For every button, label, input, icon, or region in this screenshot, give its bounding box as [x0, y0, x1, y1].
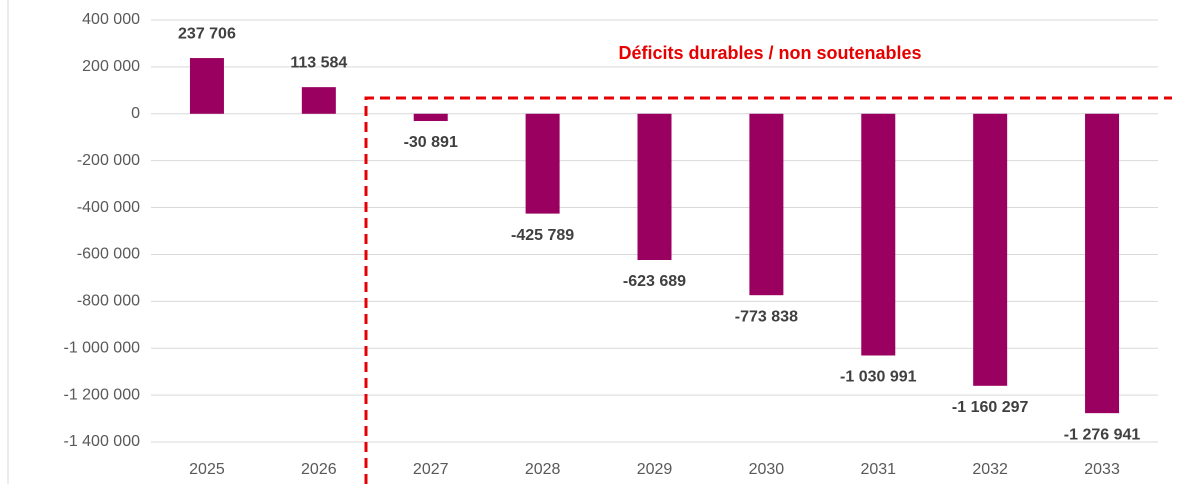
bar	[861, 113, 896, 356]
value-label: 237 706	[178, 25, 236, 42]
y-tick-label: -1 200 000	[63, 386, 140, 403]
y-tick-label: -400 000	[77, 199, 140, 216]
y-tick-label: 400 000	[82, 11, 140, 28]
bar	[189, 58, 224, 114]
value-label: -30 891	[404, 134, 458, 151]
y-tick-label: -1 000 000	[63, 339, 140, 356]
bar	[301, 87, 336, 114]
x-tick-label: 2030	[749, 461, 785, 478]
annotation: Déficits durables / non soutenables	[618, 43, 921, 63]
value-label: 113 584	[290, 54, 347, 71]
y-tick-label: 0	[131, 105, 140, 122]
y-tick-label: 200 000	[82, 58, 140, 75]
y-tick-label: -1 400 000	[63, 433, 140, 450]
value-label: -425 789	[511, 227, 574, 244]
value-label: -773 838	[735, 308, 798, 325]
deficit-frame	[364, 96, 1172, 484]
x-tick-label: 2029	[637, 461, 673, 478]
bar	[637, 113, 672, 260]
bar	[749, 113, 784, 296]
y-tick-label: -200 000	[77, 152, 140, 169]
bar	[413, 113, 448, 122]
value-label: -1 160 297	[952, 399, 1029, 416]
value-label: -623 689	[623, 273, 686, 290]
bar	[525, 113, 560, 214]
x-tick-label: 2031	[860, 461, 896, 478]
x-tick-label: 2026	[301, 461, 337, 478]
x-tick-label: 2027	[413, 461, 449, 478]
y-tick-label: -800 000	[77, 293, 140, 310]
value-label: -1 030 991	[840, 369, 917, 386]
x-tick-label: 2028	[525, 461, 561, 478]
x-tick-label: 2025	[189, 461, 225, 478]
bar	[973, 113, 1008, 386]
x-tick-label: 2032	[972, 461, 1008, 478]
value-label: -1 276 941	[1064, 426, 1141, 443]
y-tick-label: -600 000	[77, 246, 140, 263]
bar	[1085, 113, 1120, 414]
x-tick-label: 2033	[1084, 461, 1120, 478]
